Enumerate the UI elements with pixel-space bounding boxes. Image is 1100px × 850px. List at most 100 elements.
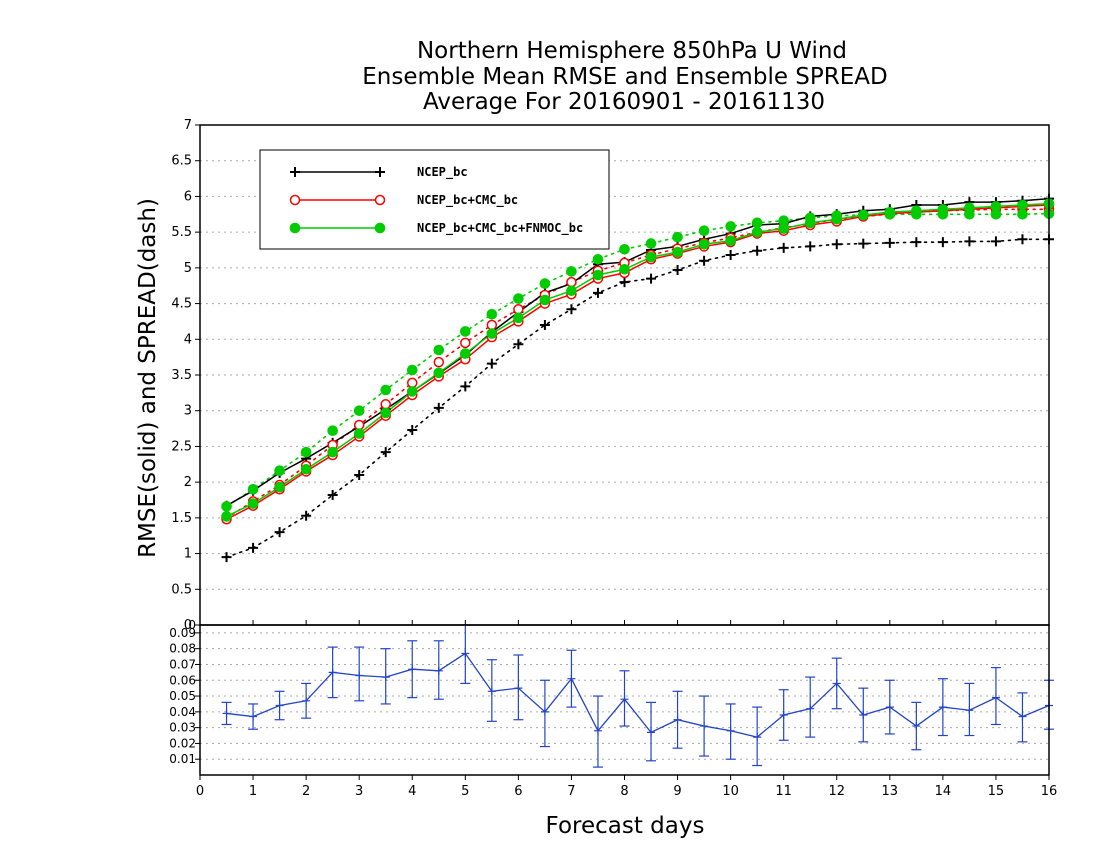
x-tick-label: 15 bbox=[988, 784, 1005, 799]
spread-point-NCEP_bc+CMC_bc bbox=[513, 304, 524, 315]
difference-point bbox=[779, 711, 788, 719]
legend-marker-NCEP_bc+CMC_bc bbox=[374, 194, 386, 206]
difference-point bbox=[938, 703, 947, 712]
difference-point bbox=[859, 711, 868, 719]
x-tick-label: 12 bbox=[828, 784, 845, 799]
chart-title-line-3: Average For 20160901 - 20161130 bbox=[423, 89, 825, 115]
difference-point bbox=[302, 696, 311, 705]
spread-point-NCEP_bc+CMC_bc+FNMOC_bc bbox=[513, 293, 524, 304]
x-tick-label: 11 bbox=[775, 784, 792, 799]
upper-series-group bbox=[221, 193, 1055, 563]
spread-point-NCEP_bc+CMC_bc+FNMOC_bc bbox=[300, 446, 312, 458]
difference-point bbox=[806, 704, 815, 713]
x-tick-label: 8 bbox=[620, 784, 628, 799]
spread-point-NCEP_bc+CMC_bc bbox=[407, 377, 418, 389]
spread-point-NCEP_bc+CMC_bc bbox=[353, 419, 365, 431]
x-tick-label: 13 bbox=[882, 784, 899, 799]
spread-point-NCEP_bc+CMC_bc+FNMOC_bc bbox=[221, 501, 232, 512]
spread-point-NCEP_bc+CMC_bc+FNMOC_bc bbox=[592, 253, 604, 265]
spread-point-NCEP_bc+CMC_bc bbox=[433, 356, 445, 368]
spread-point-NCEP_bc+CMC_bc+FNMOC_bc bbox=[619, 243, 630, 255]
legend-marker-NCEP_bc+CMC_bc+FNMOC_bc bbox=[289, 222, 301, 234]
difference-point bbox=[620, 695, 629, 704]
spread-point-NCEP_bc bbox=[884, 237, 895, 248]
spread-point-NCEP_bc bbox=[831, 239, 842, 250]
spread-point-NCEP_bc bbox=[327, 490, 338, 500]
spread-point-NCEP_bc bbox=[566, 304, 577, 315]
difference-point bbox=[912, 722, 921, 731]
upper-y-tick-label: 2.5 bbox=[171, 439, 192, 454]
lower-y-axis-ticks: 0.01 0.020.03 0.04 0.05 0.06 0.070.08 0.090 bbox=[169, 618, 200, 766]
rmse-line-NCEP_bc+CMC_bc+FNMOC_bc bbox=[226, 202, 1050, 518]
spread-point-NCEP_bc bbox=[354, 470, 365, 480]
rmse-point-NCEP_bc+CMC_bc+FNMOC_bc bbox=[327, 446, 338, 458]
spread-point-NCEP_bc bbox=[937, 237, 948, 248]
spread-point-NCEP_bc bbox=[274, 527, 285, 538]
lower-y-tick-label: 0.06 bbox=[169, 673, 196, 687]
spread-point-NCEP_bc bbox=[1017, 234, 1028, 245]
rmse-point-NCEP_bc+CMC_bc+FNMOC_bc bbox=[592, 269, 604, 281]
upper-y-tick-label: 0.5 bbox=[171, 582, 192, 597]
x-tick-label: 16 bbox=[1041, 784, 1058, 799]
spread-point-NCEP_bc bbox=[778, 242, 789, 253]
spread-point-NCEP_bc+CMC_bc+FNMOC_bc bbox=[353, 405, 365, 417]
difference-point bbox=[275, 701, 284, 710]
chart-title-line-1: Northern Hemisphere 850hPa U Wind bbox=[417, 38, 847, 64]
spread-point-NCEP_bc+CMC_bc+FNMOC_bc bbox=[751, 217, 763, 229]
spread-point-NCEP_bc bbox=[433, 402, 444, 413]
legend-marker-NCEP_bc+CMC_bc+FNMOC_bc bbox=[374, 222, 386, 234]
chart-title-line-2: Ensemble Mean RMSE and Ensemble SPREAD bbox=[362, 64, 887, 90]
difference-point bbox=[753, 733, 762, 742]
difference-point bbox=[381, 673, 390, 682]
spread-point-NCEP_bc+CMC_bc+FNMOC_bc bbox=[566, 266, 577, 277]
upper-y-tick-label: 6 bbox=[184, 189, 192, 204]
rmse-point-NCEP_bc+CMC_bc+FNMOC_bc bbox=[433, 367, 445, 379]
rmse-point-NCEP_bc+CMC_bc+FNMOC_bc bbox=[884, 206, 896, 218]
spread-point-NCEP_bc+CMC_bc bbox=[486, 319, 498, 331]
spread-point-NCEP_bc bbox=[539, 320, 550, 330]
upper-y-tick-label: 3 bbox=[184, 404, 192, 419]
difference-point bbox=[965, 706, 974, 715]
difference-point bbox=[328, 668, 337, 677]
spread-line-NCEP_bc bbox=[225, 238, 1050, 558]
rmse-point-NCEP_bc+CMC_bc+FNMOC_bc bbox=[274, 481, 285, 493]
rmse-point-NCEP_bc+CMC_bc+FNMOC_bc bbox=[804, 217, 816, 229]
lower-y-zero-label: 0 bbox=[188, 618, 196, 632]
rmse-point-NCEP_bc+CMC_bc+FNMOC_bc bbox=[566, 285, 577, 297]
rmse-point-NCEP_bc+CMC_bc+FNMOC_bc bbox=[406, 386, 418, 397]
spread-point-NCEP_bc bbox=[460, 381, 471, 392]
upper-y-tick-label: 3.5 bbox=[171, 368, 192, 383]
lower-y-tick-label: 0.04 bbox=[169, 705, 196, 719]
spread-point-NCEP_bc bbox=[699, 255, 710, 266]
spread-point-NCEP_bc bbox=[301, 510, 312, 521]
rmse-point-NCEP_bc+CMC_bc+FNMOC_bc bbox=[619, 263, 630, 275]
spread-point-NCEP_bc bbox=[990, 236, 1001, 247]
difference-point bbox=[434, 666, 443, 675]
difference-point bbox=[885, 703, 894, 712]
difference-point bbox=[1018, 712, 1027, 721]
rmse-point-NCEP_bc+CMC_bc+FNMOC_bc bbox=[539, 294, 551, 306]
x-tick-label: 0 bbox=[196, 784, 204, 799]
spread-point-NCEP_bc+CMC_bc+FNMOC_bc bbox=[725, 221, 736, 232]
lower-y-tick-label: 0.07 bbox=[169, 657, 196, 671]
spread-point-NCEP_bc+CMC_bc+FNMOC_bc bbox=[460, 326, 471, 337]
x-tick-label: 4 bbox=[408, 784, 416, 799]
rmse-point-NCEP_bc+CMC_bc+FNMOC_bc bbox=[698, 238, 710, 250]
lower-y-tick-label: 0.03 bbox=[169, 721, 196, 735]
difference-point bbox=[408, 665, 417, 674]
rmse-point-NCEP_bc+CMC_bc+FNMOC_bc bbox=[300, 463, 312, 475]
spread-point-NCEP_bc+CMC_bc bbox=[380, 399, 391, 410]
spread-point-NCEP_bc bbox=[380, 447, 391, 458]
difference-line bbox=[226, 652, 1050, 738]
x-tick-label: 7 bbox=[567, 784, 575, 799]
spread-point-NCEP_bc bbox=[619, 277, 630, 288]
x-tick-label: 5 bbox=[461, 784, 469, 799]
difference-point bbox=[991, 693, 1000, 702]
spread-point-NCEP_bc+CMC_bc+FNMOC_bc bbox=[274, 465, 285, 477]
spread-point-NCEP_bc bbox=[646, 273, 657, 284]
rmse-point-NCEP_bc+CMC_bc+FNMOC_bc bbox=[672, 246, 683, 258]
upper-y-tick-label: 4.5 bbox=[171, 297, 192, 312]
spread-line-NCEP_bc+CMC_bc+FNMOC_bc bbox=[225, 212, 1050, 508]
difference-point bbox=[700, 722, 709, 731]
spread-point-NCEP_bc bbox=[248, 542, 259, 553]
